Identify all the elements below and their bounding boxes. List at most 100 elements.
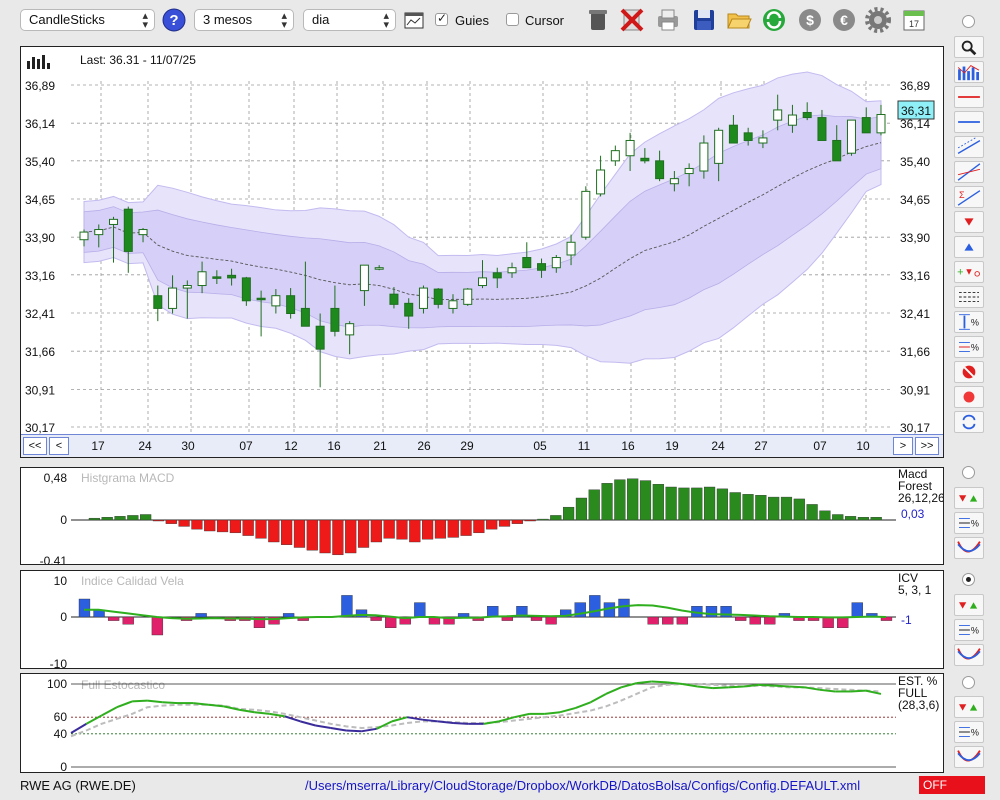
percent-range-icon[interactable]: %: [954, 311, 984, 333]
cursor-checkbox[interactable]: [506, 13, 519, 26]
stoch-k-segment: [819, 688, 836, 693]
x-tick-label: 16: [621, 439, 635, 453]
arrow-down-icon[interactable]: [954, 211, 984, 233]
chart-window-icon[interactable]: [404, 11, 424, 31]
candle-body: [182, 285, 192, 289]
nav-prev-button[interactable]: <: [49, 437, 69, 455]
currency-dollar-icon[interactable]: $: [797, 7, 823, 33]
stoch-k-segment: [620, 682, 637, 689]
nav-first-button[interactable]: <<: [23, 437, 47, 455]
candle-body: [802, 111, 812, 119]
icv-panel-radio[interactable]: [962, 573, 975, 586]
y-tick-label: 33,90: [900, 231, 930, 245]
macd-bar: [691, 487, 703, 521]
nav-last-button[interactable]: >>: [915, 437, 939, 455]
macd-bar: [806, 504, 818, 521]
macd-bar: [832, 514, 844, 521]
signal-arrows-icon[interactable]: [954, 594, 984, 616]
svg-text:%: %: [971, 626, 979, 636]
candle: [714, 127, 724, 182]
percent-levels-icon[interactable]: %: [954, 512, 984, 534]
percent-levels-icon[interactable]: %: [954, 336, 984, 358]
stoch-k-segment: [544, 711, 561, 715]
chart-style-select[interactable]: CandleSticks ▴ ▾: [20, 9, 155, 31]
candle: [551, 254, 561, 273]
period-select[interactable]: 3 mesos ▴ ▾: [194, 9, 294, 31]
arrow-up-icon[interactable]: [954, 236, 984, 258]
indicator-curve-icon[interactable]: [954, 537, 984, 559]
y-tick-label: 33,90: [25, 231, 55, 245]
trash-icon[interactable]: [585, 7, 611, 33]
indicator-curve-icon[interactable]: [954, 644, 984, 666]
open-folder-icon[interactable]: [726, 7, 752, 33]
percent-levels-icon[interactable]: %: [954, 619, 984, 641]
macd-bar: [332, 519, 344, 556]
candle-body: [109, 218, 119, 225]
candle: [241, 276, 251, 306]
gear-icon[interactable]: [865, 7, 891, 33]
candle: [138, 228, 148, 243]
price-chart[interactable]: Last: 36.31 - 11/07/25 36,89 36,14 35,40 34…: [21, 47, 943, 457]
icv-bar: [545, 616, 557, 625]
icv-bar: [443, 616, 455, 625]
macd-bar: [460, 519, 472, 536]
stoch-k-segment: [590, 693, 607, 704]
stoch-k-segment: [101, 706, 118, 717]
icv-bar: [705, 606, 718, 618]
candle: [256, 290, 266, 337]
indicator-curve-icon[interactable]: [954, 746, 984, 768]
percent-levels-icon[interactable]: %: [954, 721, 984, 743]
refresh-icon[interactable]: [761, 7, 787, 33]
macd-panel-radio[interactable]: [962, 466, 975, 479]
stoch-chart[interactable]: Full Estocastico 100 60 40 0 EST. %FULL(28,3…: [21, 674, 943, 772]
channel-icon[interactable]: [954, 136, 984, 158]
save-icon[interactable]: [691, 7, 717, 33]
no-entry-icon[interactable]: [954, 361, 984, 383]
candle: [832, 125, 842, 162]
horizontal-line-red-icon[interactable]: [954, 86, 984, 108]
candle-body: [743, 132, 753, 141]
candle-body: [655, 160, 665, 180]
print-icon[interactable]: [655, 7, 681, 33]
config-path-link[interactable]: /Users/mserra/Library/CloudStorage/Dropb…: [305, 778, 861, 793]
stoch-k-segment: [651, 680, 668, 684]
trendline-icon[interactable]: [954, 161, 984, 183]
signal-arrows-icon[interactable]: [954, 487, 984, 509]
stoch-k-segment: [850, 689, 866, 693]
zoom-icon[interactable]: [954, 36, 984, 58]
icv-bar: [268, 616, 280, 625]
price-panel-radio[interactable]: [962, 15, 975, 28]
y-tick-label: 33,16: [900, 269, 930, 283]
stoch-k-segment: [682, 683, 698, 688]
currency-euro-icon[interactable]: €: [831, 7, 857, 33]
icv-bar: [851, 602, 863, 618]
help-icon[interactable]: ?: [161, 7, 187, 33]
horizontal-levels-icon[interactable]: [954, 286, 984, 308]
stoch-panel-radio[interactable]: [962, 676, 975, 689]
status-off-button[interactable]: OFF: [919, 776, 985, 794]
calendar-icon[interactable]: 17: [901, 7, 927, 33]
stoch-k-segment: [346, 729, 362, 733]
macd-chart[interactable]: Histgrama MACD 0,48 0 -0,41 MacdForest26,12…: [21, 468, 943, 564]
interval-select[interactable]: dia ▴ ▾: [303, 9, 396, 31]
nav-next-button[interactable]: >: [893, 437, 913, 455]
signal-arrows-icon[interactable]: [954, 696, 984, 718]
fibonacci-icon[interactable]: Σ: [954, 186, 984, 208]
candle: [271, 289, 281, 314]
delete-file-icon[interactable]: [619, 7, 645, 33]
volume-profile-icon[interactable]: [954, 61, 984, 83]
candle-body: [271, 295, 281, 307]
guides-checkbox[interactable]: [435, 11, 448, 26]
macd-bar: [319, 519, 331, 554]
candle: [492, 267, 502, 289]
x-tick-label: 12: [284, 439, 298, 453]
macd-title: Histgrama MACD: [81, 471, 175, 485]
buy-sell-signals-icon[interactable]: +: [954, 261, 984, 283]
macd-bar: [857, 517, 869, 521]
macd-bar: [114, 516, 126, 521]
candle-body: [640, 157, 650, 162]
record-icon[interactable]: [954, 386, 984, 408]
horizontal-line-blue-icon[interactable]: [954, 111, 984, 133]
swap-icon[interactable]: [954, 411, 984, 433]
